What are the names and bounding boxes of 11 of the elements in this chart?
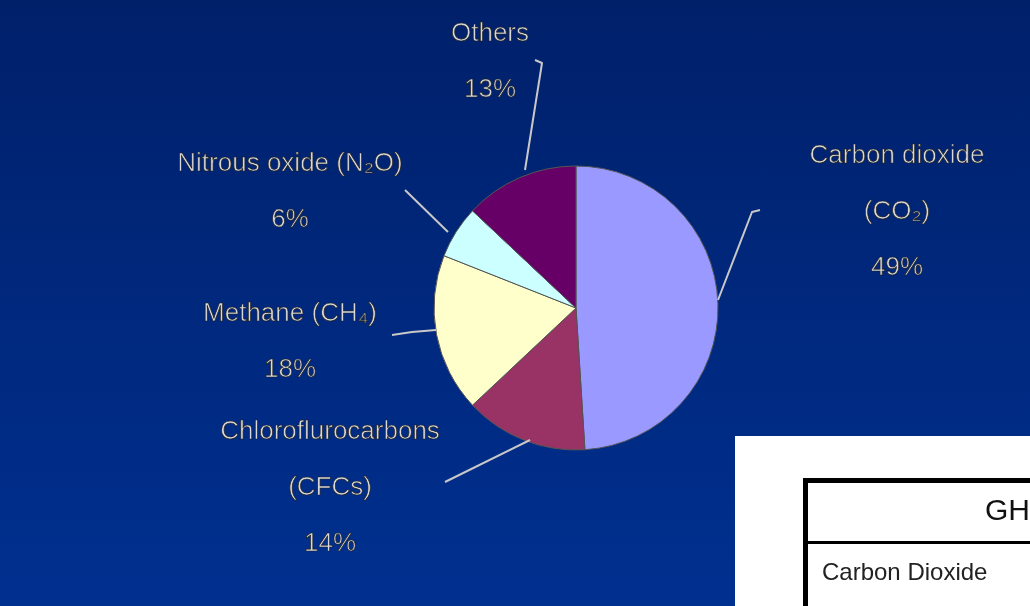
data-label: 14%: [303, 527, 357, 557]
slice-label: Nitrous oxide (N₂O): [177, 147, 403, 177]
data-label: 18%: [263, 353, 317, 383]
slice-label: Carbon dioxide (CO₂): [809, 139, 985, 225]
data-label: 13%: [463, 73, 517, 103]
table-panel: GH Carbon Dioxide: [735, 436, 1030, 606]
slice-label: Others: [450, 17, 530, 47]
data-label: 6%: [271, 203, 309, 233]
data-label: 49%: [870, 251, 924, 281]
slice-label: Chloroflurocarbons (CFCs): [220, 415, 440, 501]
slice-label: Methane (CH₄): [203, 297, 377, 327]
